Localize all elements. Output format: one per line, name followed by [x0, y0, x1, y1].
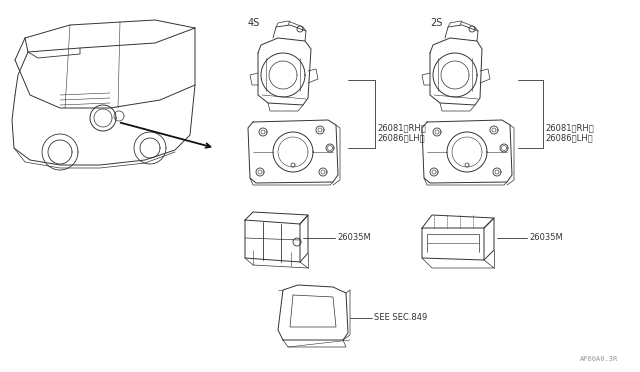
- Text: SEE SEC.849: SEE SEC.849: [374, 314, 428, 323]
- Text: 26081〈RH〉: 26081〈RH〉: [545, 124, 594, 132]
- Text: 2S: 2S: [430, 18, 442, 28]
- Text: 26086〈LH〉: 26086〈LH〉: [545, 134, 593, 142]
- Text: 26081〈RH〉: 26081〈RH〉: [377, 124, 426, 132]
- Text: 26086〈LH〉: 26086〈LH〉: [377, 134, 424, 142]
- Text: AP60A0.3R: AP60A0.3R: [580, 356, 618, 362]
- Text: 26035M: 26035M: [529, 234, 563, 243]
- Text: 26035M: 26035M: [337, 234, 371, 243]
- Text: 4S: 4S: [248, 18, 260, 28]
